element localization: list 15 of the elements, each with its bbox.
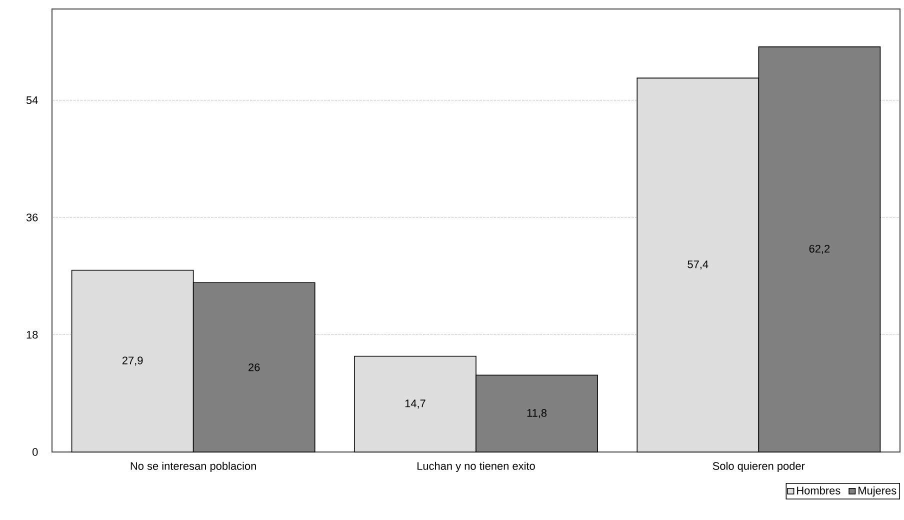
x-tick-label: Luchan y no tienen exito [418, 462, 535, 472]
data-label: 62,2 [809, 244, 830, 254]
data-label: 26 [248, 363, 260, 372]
legend-label: Mujeres [858, 486, 896, 497]
y-tick-label: 18 [26, 330, 38, 339]
x-tick-label: No se interesan poblacion [130, 462, 256, 472]
y-tick-label: 36 [26, 214, 38, 222]
y-tick-label: 0 [32, 448, 38, 456]
x-tick-label: Solo quieren poder [712, 462, 805, 472]
y-tick-label: 54 [26, 96, 38, 104]
data-label: 27,9 [122, 356, 143, 366]
legend-label: Hombres [797, 486, 840, 494]
data-label: 11,8 [527, 409, 547, 418]
data-label: 57,4 [688, 260, 708, 270]
data-label: 14,7 [405, 400, 426, 409]
